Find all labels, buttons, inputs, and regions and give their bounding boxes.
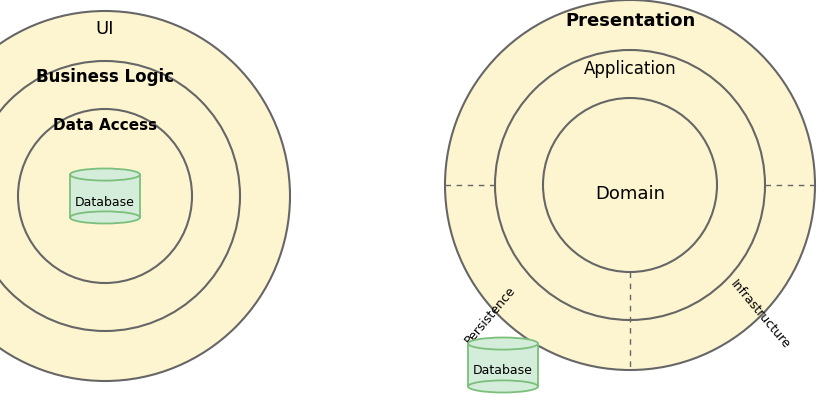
Text: Persistence: Persistence xyxy=(462,283,518,346)
Bar xyxy=(70,175,140,218)
Circle shape xyxy=(495,50,765,320)
Ellipse shape xyxy=(468,380,538,393)
Circle shape xyxy=(543,98,717,272)
Ellipse shape xyxy=(70,169,140,180)
Circle shape xyxy=(445,0,815,370)
Text: Business Logic: Business Logic xyxy=(36,68,174,86)
Circle shape xyxy=(0,11,290,381)
Ellipse shape xyxy=(70,211,140,223)
Text: UI: UI xyxy=(96,20,114,38)
Text: Presentation: Presentation xyxy=(565,12,696,30)
Text: Domain: Domain xyxy=(595,185,665,203)
Text: Application: Application xyxy=(584,60,676,78)
Ellipse shape xyxy=(468,337,538,350)
Text: Data Access: Data Access xyxy=(53,118,157,133)
Text: Database: Database xyxy=(473,365,533,377)
Bar xyxy=(468,344,538,386)
Circle shape xyxy=(18,109,192,283)
Text: Database: Database xyxy=(75,196,135,208)
Circle shape xyxy=(0,61,240,331)
Text: Infrastructure: Infrastructure xyxy=(727,278,793,352)
